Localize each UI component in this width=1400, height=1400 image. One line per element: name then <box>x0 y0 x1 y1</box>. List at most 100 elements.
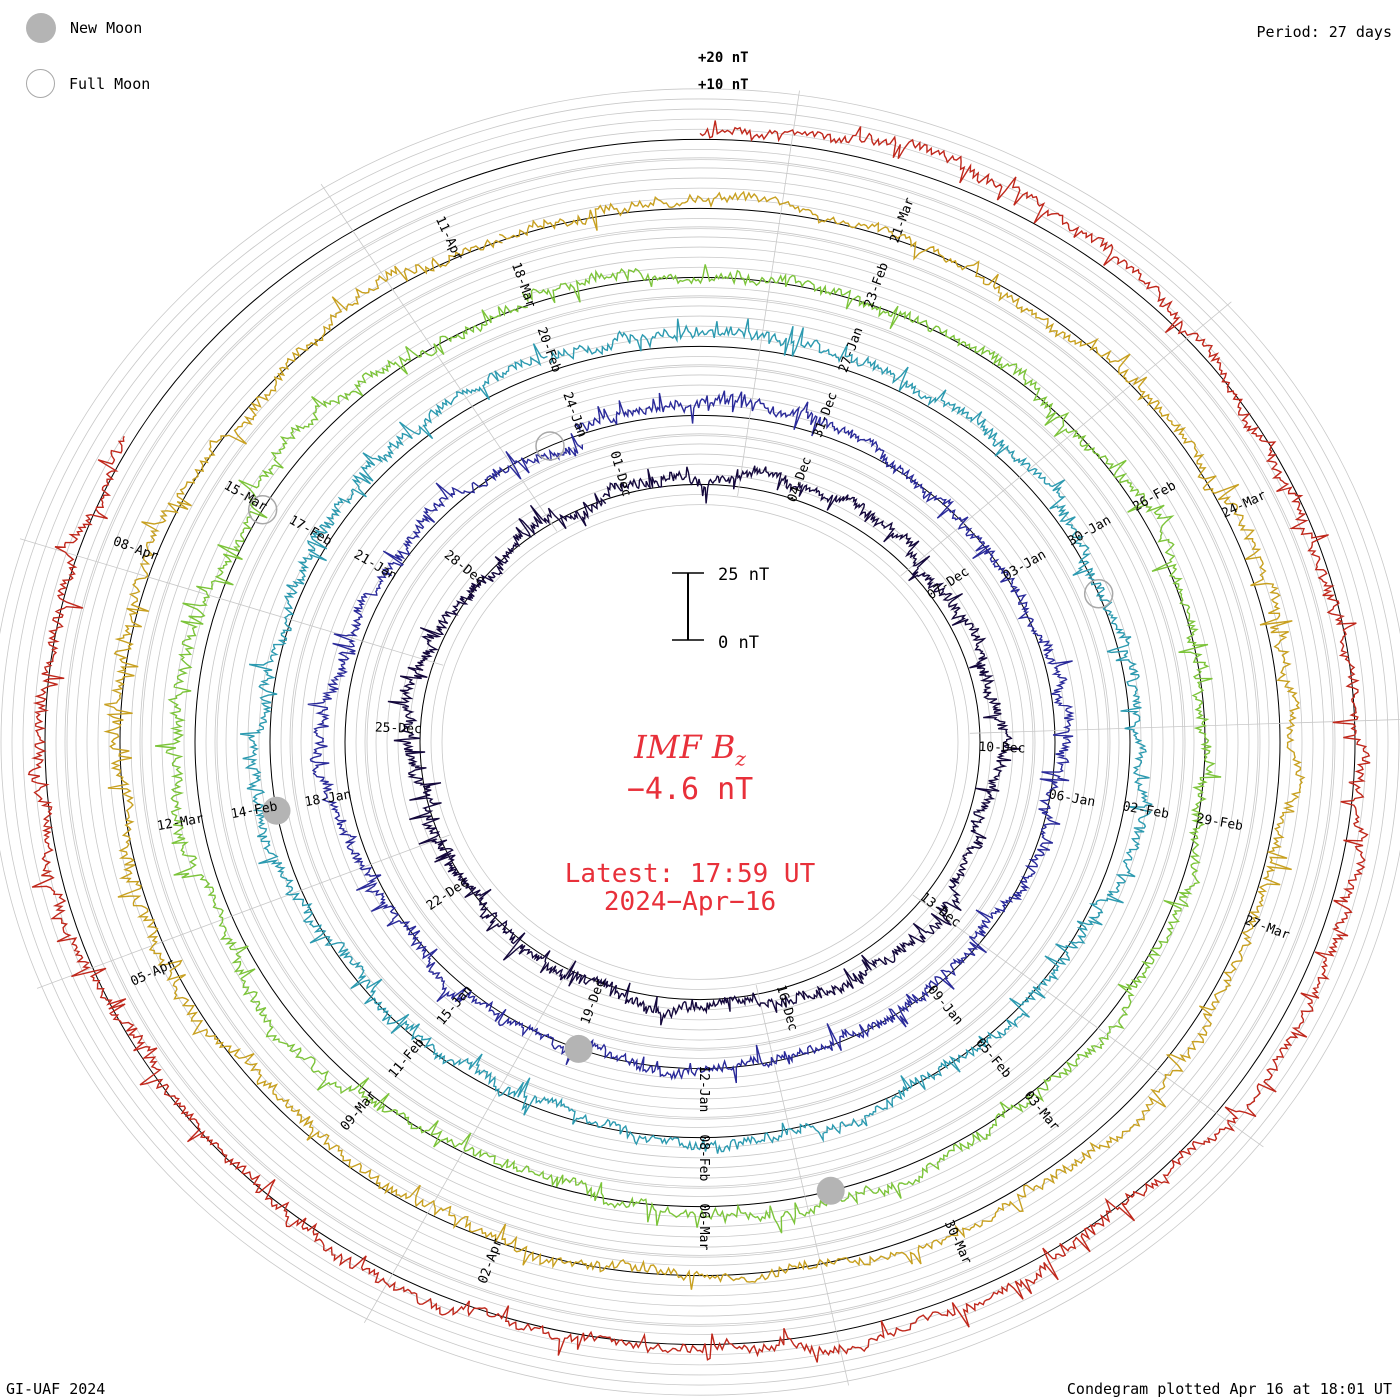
grid-circle <box>364 433 1036 1051</box>
trace-ring-0 <box>387 465 1021 1026</box>
date-label: 05-Apr <box>128 956 177 990</box>
legend-full-moon: Full Moon <box>26 69 150 98</box>
grid-circle <box>225 305 1175 1179</box>
grid-circle <box>300 374 1100 1110</box>
grid-circle <box>355 425 1045 1059</box>
period-label: Period: 27 days <box>1256 23 1392 41</box>
date-label: 02-Apr <box>476 1236 506 1285</box>
date-label: 29-Feb <box>1195 811 1244 834</box>
grid-circle <box>397 463 1003 1021</box>
date-label: 19-Dec <box>578 977 608 1026</box>
new-moon-icon <box>26 13 56 43</box>
date-label: 03-Mar <box>1021 1088 1063 1134</box>
center-title-subscript: z <box>735 746 746 771</box>
date-label: 18-Mar <box>508 261 538 310</box>
trace-ring-4 <box>103 190 1306 1290</box>
scale-bar: 25 nT 0 nT <box>672 565 769 653</box>
day-spoke <box>737 90 800 497</box>
grid-circle <box>161 246 1239 1238</box>
date-label: 12-Jan <box>696 1065 711 1112</box>
ring-label-plus20: +20 nT <box>698 50 749 66</box>
day-spoke <box>755 984 850 1386</box>
date-label: 27-Jan <box>836 325 866 374</box>
date-label: 18-Jan <box>304 787 353 810</box>
grid-circle <box>375 443 1025 1041</box>
grid-circle <box>430 494 970 990</box>
grid-circle <box>216 297 1184 1187</box>
date-label: 06-Mar <box>696 1203 711 1250</box>
plotted-label: Condegram plotted Apr 16 at 18:01 UT <box>1066 1380 1392 1398</box>
date-label: 27-Mar <box>1242 913 1291 943</box>
zero-circle <box>269 345 1131 1139</box>
trace-ring-3 <box>155 264 1222 1234</box>
new-moon-marker <box>564 1034 593 1063</box>
date-label: 22-Dec <box>424 875 471 914</box>
new-moon-label: New Moon <box>70 19 143 37</box>
moon-markers <box>247 431 1114 1205</box>
date-label: 21-Jan <box>351 547 399 583</box>
grid-circle <box>22 118 1378 1366</box>
date-label: 28-Dec <box>441 548 487 589</box>
full-moon-marker <box>1083 579 1114 609</box>
date-label: 05-Feb <box>972 1036 1014 1082</box>
date-label: 30-Mar <box>941 1218 975 1267</box>
grid-circle <box>247 325 1153 1159</box>
full-moon-label: Full Moon <box>69 74 151 93</box>
scale-top-label: 25 nT <box>718 565 769 585</box>
day-spoke <box>363 961 574 1324</box>
new-moon-marker <box>262 796 291 825</box>
date-label: 06-Jan <box>1047 787 1096 810</box>
full-moon-marker <box>535 431 565 461</box>
day-spoke <box>900 301 1232 577</box>
data-traces <box>27 120 1371 1363</box>
date-label: 09-Jan <box>924 983 966 1029</box>
grid-circle <box>289 364 1111 1120</box>
date-label: 23-Feb <box>862 260 892 309</box>
date-label: 02-Feb <box>1121 799 1170 822</box>
grid-circle <box>130 218 1270 1266</box>
grid-circle <box>291 366 1109 1118</box>
trace-ring-1 <box>307 390 1075 1084</box>
grid-circle <box>205 287 1195 1197</box>
ring-label-plus10: +10 nT <box>698 77 749 93</box>
date-label: 11-Feb <box>386 1035 428 1081</box>
date-label: 12-Mar <box>156 811 205 834</box>
grid-circle <box>311 384 1089 1100</box>
center-value: −4.6 nT <box>626 772 754 807</box>
grid-circle <box>55 149 1345 1335</box>
grid-circle <box>139 226 1261 1258</box>
day-spoke <box>19 538 444 666</box>
grid-circle <box>214 295 1186 1189</box>
grid-circle <box>11 108 1389 1376</box>
date-label: 10-Dec <box>978 740 1025 757</box>
grid-circle <box>150 236 1250 1248</box>
grid-circle <box>97 187 1303 1297</box>
center-title-text: IMF B <box>634 728 736 766</box>
day-spoke <box>36 834 450 989</box>
latest-date: 2024−Apr−16 <box>603 887 777 917</box>
trace-ring-2 <box>239 318 1153 1154</box>
grid-circle <box>0 88 1400 1396</box>
grid-circle <box>172 256 1228 1228</box>
date-label: 15-Jan <box>434 983 476 1029</box>
date-label: 11-Apr <box>432 214 466 263</box>
center-latest: Latest: 17:59 UT 2024−Apr−16 <box>480 860 900 916</box>
grid-circle <box>280 356 1120 1128</box>
date-label: 01-Dec <box>606 449 633 498</box>
day-spoke <box>912 894 1264 1148</box>
grid-circle <box>0 98 1400 1386</box>
trace-ring-5 <box>27 120 1371 1363</box>
legend-new-moon: New Moon <box>26 13 142 43</box>
center-title: IMF Bz <box>520 728 860 770</box>
grid-circle <box>441 504 959 980</box>
date-label: 20-Feb <box>534 325 564 374</box>
grid-circle <box>236 315 1164 1169</box>
full-moon-icon <box>26 69 55 98</box>
date-label: 09-Mar <box>338 1088 380 1134</box>
latest-time: Latest: 17:59 UT <box>564 859 816 889</box>
date-label: 15-Mar <box>221 478 269 515</box>
date-label: 31-Dec <box>811 390 841 439</box>
grid-circle <box>33 128 1367 1356</box>
date-label: 24-Jan <box>559 390 589 439</box>
